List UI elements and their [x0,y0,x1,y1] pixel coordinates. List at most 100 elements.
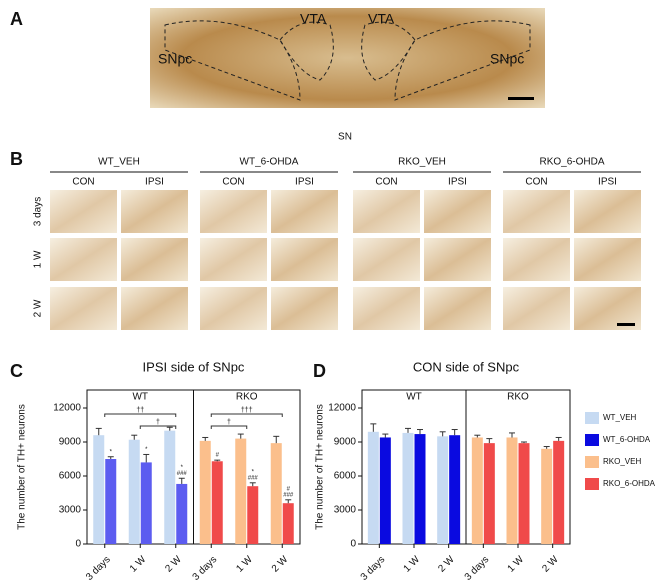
side-label: CON [375,177,397,188]
micrograph [50,190,117,233]
x-tick-label: 3 days [463,554,492,583]
row-label: 3 days [33,197,44,226]
significance-mark: # [287,486,291,492]
bar [506,437,518,544]
side-label: IPSI [145,177,164,188]
micrograph [574,238,641,281]
region-label: SNpc [490,51,524,67]
micrograph [200,190,267,233]
micrograph [424,287,491,330]
side-label: CON [222,177,244,188]
bar [379,437,391,544]
row-label: 2 W [33,299,44,317]
micrograph [121,287,188,330]
side-label: CON [525,177,547,188]
bar [247,486,259,544]
significance-mark: ### [177,471,188,477]
bracket [139,425,177,429]
bracket-label: † [227,419,231,426]
bar [270,443,282,544]
micrograph [121,238,188,281]
x-tick-label: 2 W [436,554,457,575]
bar [402,432,414,544]
side-label: IPSI [598,177,617,188]
legend-label: RKO_VEH [603,457,641,466]
micrograph [424,190,491,233]
panel-title: SN [338,132,352,143]
bar [471,437,483,544]
significance-mark: ### [248,475,259,481]
legend-label: WT_VEH [603,413,637,422]
legend-swatch [585,478,599,490]
side-label: IPSI [295,177,314,188]
bar [105,459,117,544]
legend-swatch [585,456,599,468]
micrograph [503,238,570,281]
legend-swatch [585,412,599,424]
side-label: IPSI [448,177,467,188]
side-label: CON [72,177,94,188]
x-tick-label: 1 W [506,554,527,575]
significance-mark: * [110,449,113,455]
panel-label: C [10,361,23,381]
y-axis-label: The number of TH+ neurons [17,404,28,530]
micrograph [200,238,267,281]
bracket [210,425,248,429]
micrograph [121,190,188,233]
significance-mark: ### [283,492,294,498]
y-tick-label: 12000 [53,403,81,414]
bar [176,483,188,544]
group-label: WT [132,392,148,403]
micrograph [574,287,641,330]
y-tick-label: 0 [75,539,81,550]
y-tick-label: 3000 [59,505,82,516]
significance-mark: * [181,465,184,471]
group-label: RKO_VEH [398,157,446,168]
micrograph-a [150,8,545,108]
row-label: 1 W [33,250,44,268]
bracket [210,413,283,417]
bar [199,440,211,544]
group-label: RKO [507,392,529,403]
bar [553,440,565,544]
panel-label: D [313,361,326,381]
bracket [104,413,177,417]
bracket-label: ††† [241,407,253,414]
bracket-label: †† [136,407,144,414]
group-label: WT_VEH [98,157,140,168]
bar [367,431,379,544]
chart-title: IPSI side of SNpc [143,359,245,374]
x-tick-label: 2 W [270,554,291,575]
bar [164,430,176,544]
micrograph [271,287,338,330]
micrograph [271,190,338,233]
micrograph [200,287,267,330]
bar [483,443,495,544]
x-tick-label: 3 days [359,554,388,583]
chart-title: CON side of SNpc [413,359,520,374]
micrograph [574,190,641,233]
bar [93,435,105,544]
x-tick-label: 2 W [163,554,184,575]
scale-bar [617,323,635,326]
bar [414,434,426,544]
micrograph [503,287,570,330]
y-tick-label: 9000 [334,437,357,448]
bar [437,436,449,544]
bar [541,448,553,544]
group-label: RKO_6-OHDA [539,157,604,168]
bar [140,462,152,544]
x-tick-label: 3 days [84,554,113,583]
group-label: WT [406,392,422,403]
significance-mark: # [216,453,220,459]
x-tick-label: 1 W [402,554,423,575]
significance-mark: * [252,469,255,475]
x-tick-label: 3 days [191,554,220,583]
panel-label: B [10,149,23,169]
y-tick-label: 9000 [59,437,82,448]
x-tick-label: 2 W [540,554,561,575]
y-axis-label: The number of TH+ neurons [315,404,326,530]
micrograph [353,287,420,330]
group-label: RKO [236,392,258,403]
